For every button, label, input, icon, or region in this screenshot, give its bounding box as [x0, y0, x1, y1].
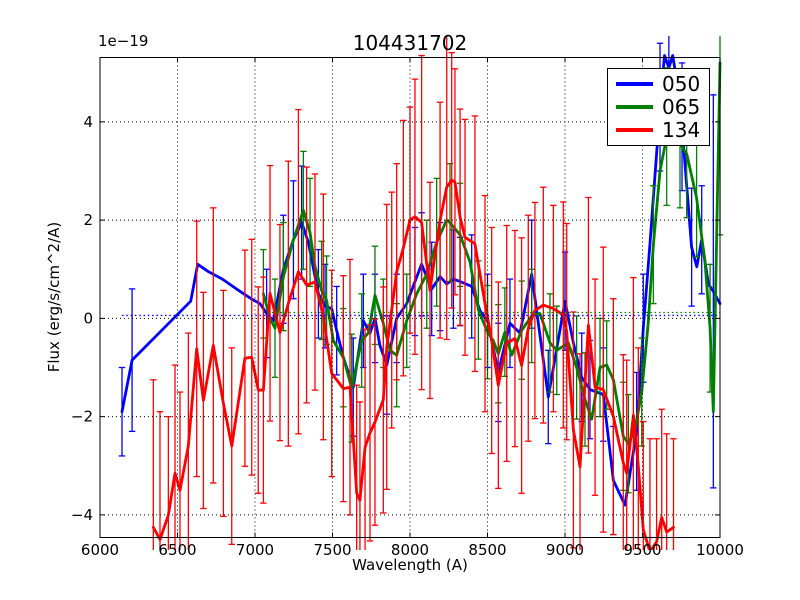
legend-entry-050: 050: [616, 73, 700, 95]
x-tick-label: 10000: [696, 541, 744, 559]
x-tick-label: 6500: [158, 541, 196, 559]
chart-title: 104431702: [352, 31, 468, 55]
legend-label-134: 134: [662, 118, 701, 142]
x-tick-label: 9000: [546, 541, 584, 559]
x-tick-label: 6000: [81, 541, 119, 559]
tick-marks: [99, 57, 721, 538]
legend-line-065-swatch: [616, 105, 653, 109]
legend: 050 065 134: [607, 68, 711, 146]
tick-labels: 6000 6500 7000 7500 8000 8500 9000 9500 10000 −4 −…: [71, 113, 744, 559]
y-tick-label: 2: [83, 211, 93, 229]
legend-line-134-swatch: [616, 128, 653, 132]
reference-lines: [122, 311, 720, 317]
y-tick-label: 0: [83, 309, 93, 327]
x-tick-label: 8000: [391, 541, 429, 559]
y-tick-label: 4: [83, 113, 93, 131]
legend-entry-134: 134: [616, 119, 700, 141]
y-axis-offset-label: 1e−19: [98, 32, 149, 50]
y-tick-label: −4: [71, 506, 93, 524]
x-tick-label: 7500: [313, 541, 351, 559]
legend-line-050-swatch: [616, 82, 653, 86]
series-134: [150, 36, 677, 550]
x-tick-label: 8500: [468, 541, 506, 559]
legend-label-065: 065: [662, 95, 701, 119]
y-tick-label: −2: [71, 408, 93, 426]
legend-entry-065: 065: [616, 96, 700, 118]
series-line-134: [151, 178, 675, 550]
series-134-errorbars: [150, 36, 677, 550]
x-tick-label: 7000: [236, 541, 274, 559]
y-axis-label: Flux (erg/s/cm^2/A): [45, 221, 63, 373]
legend-label-050: 050: [662, 72, 701, 96]
x-tick-label: 9500: [623, 541, 661, 559]
x-axis-label: Wavelength (A): [352, 556, 468, 574]
